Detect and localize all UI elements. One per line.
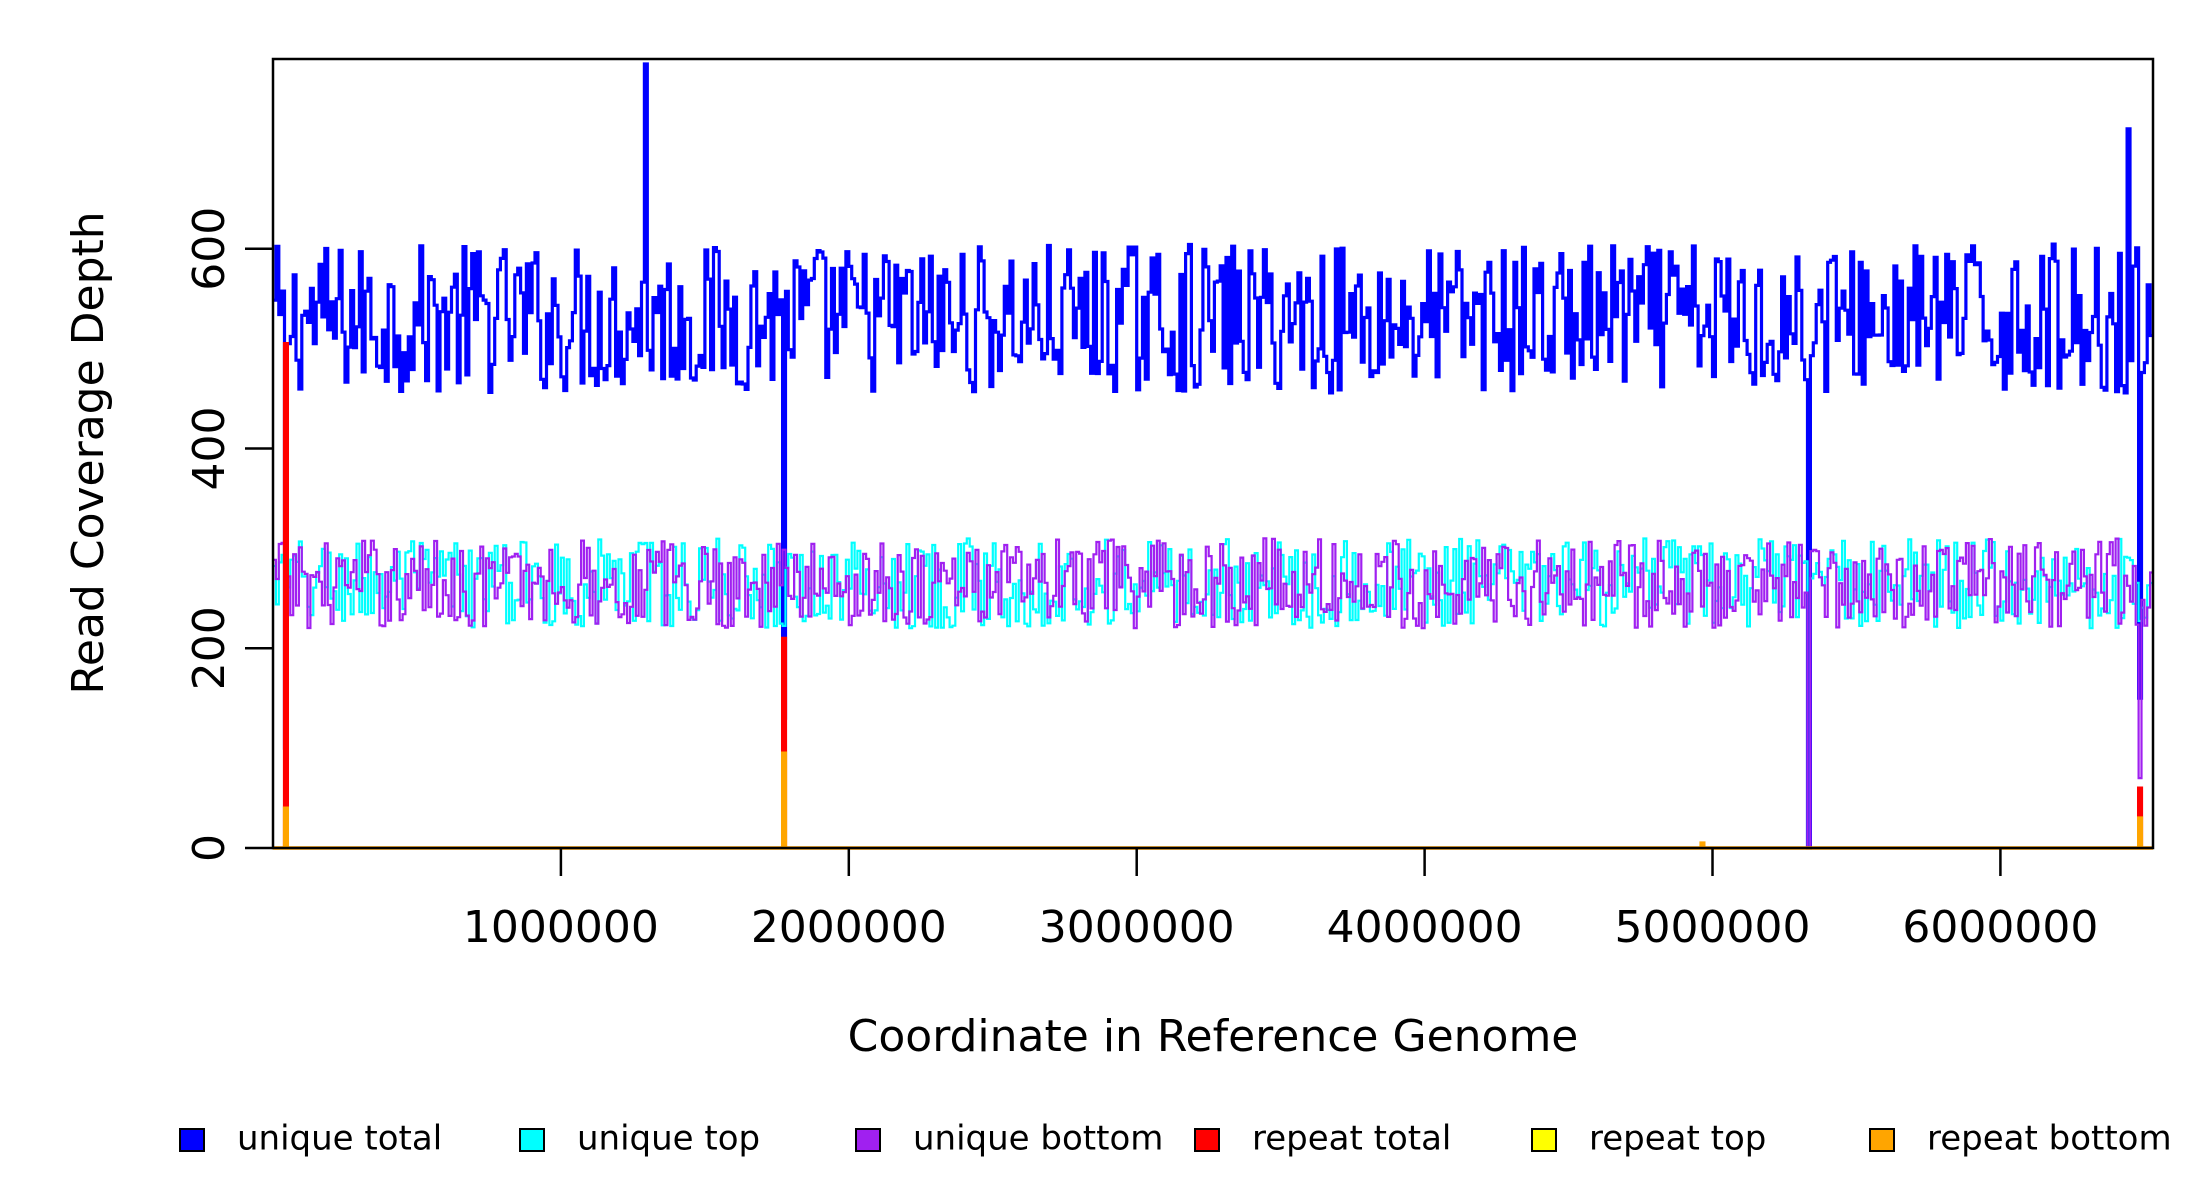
x-tick-label: 4000000 (1327, 902, 1523, 953)
legend-swatch (1869, 1128, 1895, 1152)
legend-swatch (519, 1128, 545, 1152)
y-tick-label: 400 (184, 407, 235, 491)
plot-frame (271, 57, 2155, 850)
legend-item-unique-total: unique total (179, 1119, 442, 1159)
x-axis-title: Coordinate in Reference Genome (848, 1011, 1579, 1062)
legend-label: unique total (237, 1119, 442, 1159)
legend-label: unique top (577, 1119, 760, 1159)
legend-item-repeat-top: repeat top (1531, 1119, 1766, 1159)
legend-swatch (179, 1128, 205, 1152)
legend-item-repeat-total: repeat total (1194, 1119, 1451, 1159)
legend-item-repeat-bottom: repeat bottom (1869, 1119, 2172, 1159)
legend-item-unique-top: unique top (519, 1119, 760, 1159)
legend-label: repeat bottom (1927, 1119, 2172, 1159)
x-tick-label: 2000000 (751, 902, 947, 953)
legend-label: repeat top (1589, 1119, 1766, 1159)
legend-swatch (1194, 1128, 1220, 1152)
x-tick-label: 1000000 (463, 902, 659, 953)
y-axis: 0 200 400 600 (184, 207, 273, 862)
legend-item-unique-bottom: unique bottom (855, 1119, 1163, 1159)
y-tick-label: 200 (184, 606, 235, 690)
series-line-unique-total (273, 62, 2153, 850)
x-axis: 1000000 2000000 3000000 4000000 5000000 60000… (463, 848, 2098, 953)
legend: unique total unique top unique bottom repea… (179, 1119, 2172, 1159)
x-tick-label: 6000000 (1902, 902, 2098, 953)
series-line-repeat-bottom (273, 751, 2153, 850)
series-line-unique-bottom (273, 537, 2153, 850)
series-layer (273, 62, 2153, 850)
y-tick-label: 0 (184, 834, 235, 862)
x-tick-label: 5000000 (1615, 902, 1811, 953)
y-tick-label: 600 (184, 207, 235, 291)
y-axis-title: Read Coverage Depth (63, 211, 114, 694)
legend-label: repeat total (1252, 1119, 1451, 1159)
legend-swatch (1531, 1128, 1557, 1152)
legend-label: unique bottom (913, 1119, 1163, 1159)
legend-swatch (855, 1128, 881, 1152)
x-tick-label: 3000000 (1039, 902, 1235, 953)
